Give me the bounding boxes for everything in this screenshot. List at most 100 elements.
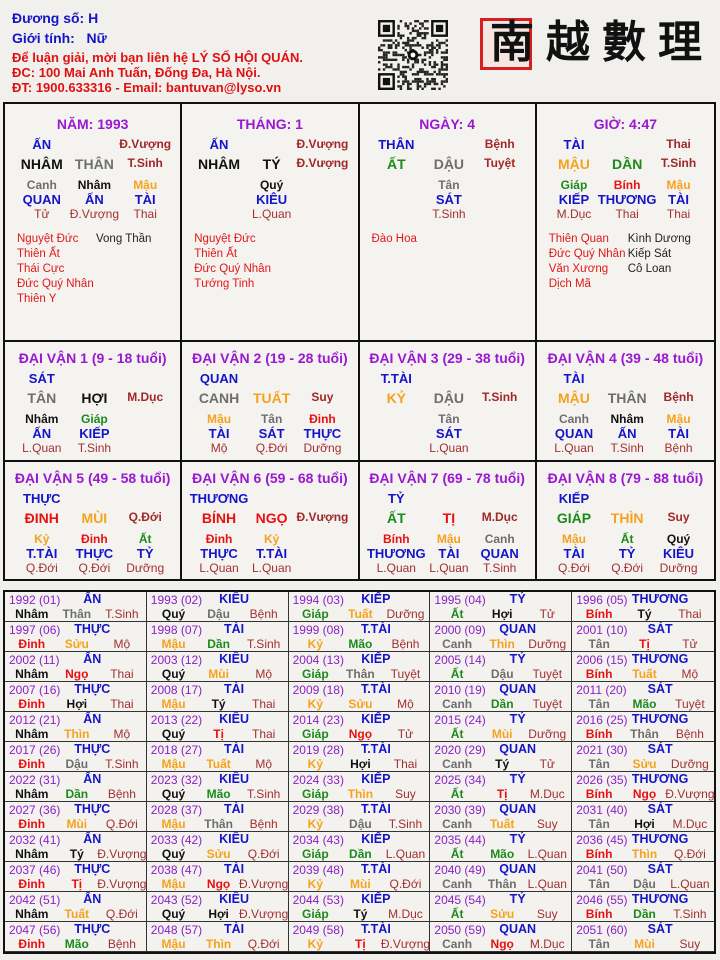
year-cell[interactable]: 2031 (40) SÁT Tân Hợi M.Dục	[572, 802, 714, 832]
year-ten-god: SÁT	[647, 862, 673, 876]
star-item: Thiên Quan	[548, 233, 609, 245]
year-cell[interactable]: 2002 (11) ẤN Nhâm Ngọ Thai	[5, 652, 147, 682]
year-cell[interactable]: 1997 (06) THỰC Đinh Sửu Mộ	[5, 622, 147, 652]
year-cell[interactable]: 2011 (20) SÁT Tân Mão Tuyệt	[572, 682, 714, 712]
year-cell[interactable]: 2006 (15) THƯƠNG Bính Tuất Mộ	[572, 652, 714, 682]
hidden-stem: Canh	[484, 531, 515, 546]
year-branch: Dần	[349, 847, 372, 861]
auspicious-stars: Đào Hoa	[372, 232, 417, 247]
year-cell[interactable]: 1992 (01) ẤN Nhâm Thân T.Sinh	[5, 592, 147, 622]
year-label: 1994 (03)	[292, 593, 344, 607]
year-cell[interactable]: 2022 (31) ẤN Nhâm Dần Bệnh	[5, 772, 147, 802]
year-cell[interactable]: 2048 (57) TÀI Mậu Thìn Q.Đới	[146, 922, 289, 952]
year-stage: M.Dục	[672, 817, 708, 831]
year-stage: M.Dục	[529, 937, 565, 951]
year-cell[interactable]: 2005 (14) TỶ Ất Dậu Tuyệt	[430, 652, 573, 682]
top-row: TÀI	[537, 371, 714, 387]
year-cell[interactable]: 2003 (12) KIÊU Quý Mùi Mộ	[146, 652, 289, 682]
hidden-stages-row: L.Quan T.Sinh Bệnh	[537, 441, 714, 457]
year-cell[interactable]: 2038 (47) TÀI Mậu Ngọ Đ.Vượng	[146, 862, 289, 892]
year-cell[interactable]: 1994 (03) KIẾP Giáp Tuất Dưỡng	[288, 592, 431, 622]
year-cell[interactable]: 2017 (26) THỰC Đinh Dậu T.Sinh	[5, 742, 147, 772]
year-cell[interactable]: 2018 (27) TÀI Mậu Tuất Mộ	[146, 742, 289, 772]
year-label: 2025 (34)	[434, 773, 486, 787]
year-stem: Quý	[161, 727, 186, 741]
year-cell[interactable]: 2014 (23) KIẾP Giáp Ngọ Tử	[288, 712, 431, 742]
year-cell[interactable]: 2021 (30) SÁT Tân Sửu Dưỡng	[572, 742, 714, 772]
cell-title: ĐẠI VẬN 2 (19 - 28 tuổi)	[192, 350, 348, 366]
hidden-ten-god: TỶ	[136, 545, 154, 561]
year-cell[interactable]: 2049 (58) T.TÀI Kỷ Tị Đ.Vượng	[288, 922, 431, 952]
year-cell[interactable]: 2050 (59) QUAN Canh Ngọ M.Dục	[430, 922, 573, 952]
year-cell[interactable]: 1998 (07) TÀI Mậu Dần T.Sinh	[146, 622, 289, 652]
year-cell[interactable]: 2004 (13) KIẾP Giáp Thân Tuyệt	[288, 652, 431, 682]
year-cell[interactable]: 1999 (08) T.TÀI Kỷ Mão Bệnh	[288, 622, 431, 652]
year-cell[interactable]: 2000 (09) QUAN Canh Thìn Dưỡng	[430, 622, 573, 652]
year-ten-god: ẤN	[83, 892, 102, 906]
year-cell[interactable]: 2010 (19) QUAN Canh Dần Tuyệt	[430, 682, 573, 712]
year-cell[interactable]: 2051 (60) SÁT Tân Mùi Suy	[572, 922, 714, 952]
year-cell[interactable]: 2001 (10) SÁT Tân Tị Tử	[572, 622, 714, 652]
year-cell[interactable]: 2027 (36) THỰC Đinh Mùi Q.Đới	[5, 802, 147, 832]
year-label: 2042 (51)	[9, 893, 61, 907]
year-cell[interactable]: 2041 (50) SÁT Tân Dậu L.Quan	[572, 862, 714, 892]
year-cell[interactable]: 1993 (02) KIÊU Quý Dậu Bệnh	[146, 592, 289, 622]
year-stem: Tân	[588, 637, 610, 651]
year-cell[interactable]: 2042 (51) ẤN Nhâm Tuất Q.Đới	[5, 892, 147, 922]
hidden-stem: Nhâm	[610, 412, 644, 426]
hidden-stages-row: L.Quan T.Sinh	[5, 441, 180, 457]
year-cell[interactable]: 2037 (46) THỰC Đinh Tị Đ.Vượng	[5, 862, 147, 892]
year-stage: Đ.Vượng	[665, 787, 715, 801]
year-cell[interactable]: 2047 (56) THỰC Đinh Mão Bệnh	[5, 922, 147, 952]
year-cell[interactable]: 2023 (32) KIÊU Quý Mão T.Sinh	[146, 772, 289, 802]
year-branch: Tị	[213, 727, 224, 741]
year-ten-god: TỶ	[509, 892, 526, 906]
year-cell[interactable]: 2015 (24) TỶ Ất Mùi Dưỡng	[430, 712, 573, 742]
year-cell[interactable]: 2028 (37) TÀI Mậu Thân Bệnh	[146, 802, 289, 832]
year-cell[interactable]: 2029 (38) T.TÀI Kỷ Dậu T.Sinh	[288, 802, 431, 832]
year-stage: Dưỡng	[670, 757, 709, 771]
year-cell[interactable]: 2008 (17) TÀI Mậu Tý Thai	[146, 682, 289, 712]
year-cell[interactable]: 2025 (34) TỶ Ất Tị M.Dục	[430, 772, 573, 802]
year-cell[interactable]: 2034 (43) KIẾP Giáp Dần L.Quan	[288, 832, 431, 862]
top-row: THƯƠNG	[182, 491, 357, 507]
year-cell[interactable]: 2007 (16) THỰC Đinh Hợi Thai	[5, 682, 147, 712]
hidden-stem: Ất	[620, 531, 634, 546]
hidden-stem: Nhâm	[77, 178, 112, 192]
year-cell[interactable]: 2016 (25) THƯƠNG Bính Thân Bệnh	[572, 712, 714, 742]
year-stage: T.Sinh	[246, 787, 281, 801]
year-stem: Tân	[588, 817, 610, 831]
year-cell[interactable]: 2019 (28) T.TÀI Kỷ Hợi Thai	[288, 742, 431, 772]
year-stage: M.Dục	[388, 907, 423, 921]
year-cell[interactable]: 2040 (49) QUAN Canh Thân L.Quan	[430, 862, 573, 892]
year-label: 2009 (18)	[292, 683, 344, 697]
year-stem: Canh	[442, 817, 473, 831]
year-branch: Tuất	[206, 757, 231, 771]
year-cell[interactable]: 2024 (33) KIẾP Giáp Thìn Suy	[288, 772, 431, 802]
year-cell[interactable]: 2020 (29) QUAN Canh Tý Tử	[430, 742, 573, 772]
year-cell[interactable]: 2045 (54) TỶ Ất Sửu Suy	[430, 892, 573, 922]
year-stem: Kỷ	[307, 697, 324, 711]
year-cell[interactable]: 2033 (42) KIÊU Quý Sửu Q.Đới	[146, 832, 289, 862]
year-cell[interactable]: 2013 (22) KIÊU Quý Tị Thai	[146, 712, 289, 742]
year-cell[interactable]: 1996 (05) THƯƠNG Bính Tý Thai	[572, 592, 714, 622]
year-cell[interactable]: 2043 (52) KIÊU Quý Hợi Đ.Vượng	[146, 892, 289, 922]
year-cell[interactable]: 2039 (48) T.TÀI Kỷ Mùi Q.Đới	[288, 862, 431, 892]
year-cell[interactable]: 2036 (45) THƯƠNG Bính Thìn Q.Đới	[572, 832, 714, 862]
star-item: Thiên Ất	[194, 248, 238, 260]
year-cell[interactable]: 2009 (18) T.TÀI Kỷ Sửu Mộ	[288, 682, 431, 712]
year-ten-god: ẤN	[83, 652, 102, 666]
year-branch: Tị	[355, 937, 366, 951]
year-cell[interactable]: 2046 (55) THƯƠNG Bính Dần T.Sinh	[572, 892, 714, 922]
year-cell[interactable]: 2026 (35) THƯƠNG Bính Ngọ Đ.Vượng	[572, 772, 715, 802]
year-cell[interactable]: 2030 (39) QUAN Canh Tuất Suy	[430, 802, 573, 832]
year-cell[interactable]: 1995 (04) TỶ Ất Hợi Tử	[430, 592, 573, 622]
year-ten-god: T.TÀI	[360, 802, 391, 816]
year-cell[interactable]: 2012 (21) ẤN Nhâm Thìn Mộ	[5, 712, 147, 742]
year-cell[interactable]: 2035 (44) TỶ Ất Mão L.Quan	[430, 832, 573, 862]
year-branch: Mùi	[208, 667, 229, 681]
year-cell[interactable]: 2044 (53) KIẾP Giáp Tý M.Dục	[288, 892, 431, 922]
year-ten-god: TỶ	[509, 652, 526, 666]
year-label: 1996 (05)	[576, 593, 628, 607]
year-cell[interactable]: 2032 (41) ẤN Nhâm Tý Đ.Vượng	[5, 832, 147, 862]
